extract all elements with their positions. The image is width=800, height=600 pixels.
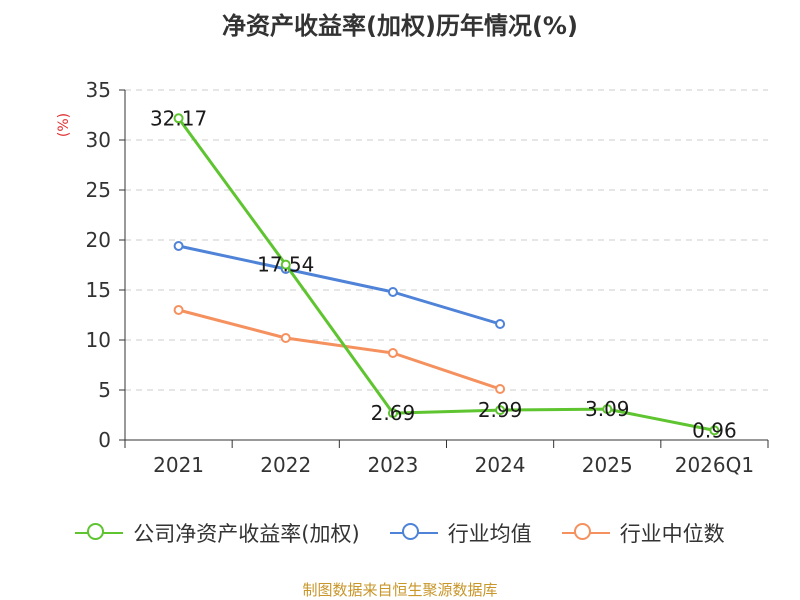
x-tick-label: 2021 <box>153 453 204 477</box>
x-tick-label: 2022 <box>260 453 311 477</box>
data-label: 0.96 <box>692 418 737 442</box>
data-label: 2.99 <box>478 398 523 422</box>
legend-item: 行业中位数 <box>561 518 725 548</box>
y-axis-label: (%) <box>56 113 72 137</box>
x-tick-label: 2024 <box>475 453 526 477</box>
data-point <box>495 384 506 394</box>
y-tick-label: 35 <box>86 78 111 102</box>
data-point <box>387 348 398 358</box>
data-label: 17.54 <box>257 253 314 277</box>
y-tick-label: 0 <box>98 428 111 452</box>
chart-title: 净资产收益率(加权)历年情况(%) <box>222 12 578 40</box>
data-label: 2.69 <box>371 401 416 425</box>
source-note: 制图数据来自恒生聚源数据库 <box>302 581 498 599</box>
legend-marker-icon <box>389 522 438 544</box>
x-tick-label: 2023 <box>367 453 418 477</box>
y-tick-label: 30 <box>86 128 111 152</box>
legend-marker-icon <box>561 522 610 544</box>
data-point <box>280 333 291 343</box>
y-tick-label: 25 <box>86 178 111 202</box>
series-line <box>177 117 715 432</box>
data-point <box>602 404 613 415</box>
y-tick-label: 15 <box>86 278 111 302</box>
data-labels: 32.17 17.54 2.69 2.99 3.09 0.96 <box>150 106 737 442</box>
data-point <box>387 287 398 297</box>
data-point <box>173 241 184 251</box>
data-point <box>495 319 506 329</box>
x-tick-label: 2026Q1 <box>675 453 754 477</box>
gridlines <box>125 89 768 391</box>
legend-item: 行业均值 <box>389 518 532 548</box>
data-point <box>280 259 291 270</box>
data-point <box>173 305 184 315</box>
data-point <box>495 405 506 416</box>
legend-label: 行业均值 <box>447 522 532 546</box>
data-label: 3.09 <box>585 397 630 421</box>
legend-item: 公司净资产收益率(加权) <box>75 518 360 548</box>
y-tick-label: 20 <box>86 228 111 252</box>
series-lines <box>173 113 720 436</box>
series-line <box>178 308 501 391</box>
data-label: 32.17 <box>150 106 207 130</box>
legend-label: 公司净资产收益率(加权) <box>133 522 360 546</box>
legend: 公司净资产收益率(加权) 行业均值 行业中位数 <box>0 518 800 548</box>
x-tick-label: 2025 <box>582 453 633 477</box>
series-line <box>178 244 501 326</box>
y-tick-label: 5 <box>98 378 111 402</box>
y-tick-label: 10 <box>86 328 111 352</box>
data-point <box>173 113 184 124</box>
legend-label: 行业中位数 <box>619 522 725 546</box>
data-point <box>709 425 720 436</box>
legend-marker-icon <box>75 522 124 544</box>
data-point <box>387 408 398 419</box>
